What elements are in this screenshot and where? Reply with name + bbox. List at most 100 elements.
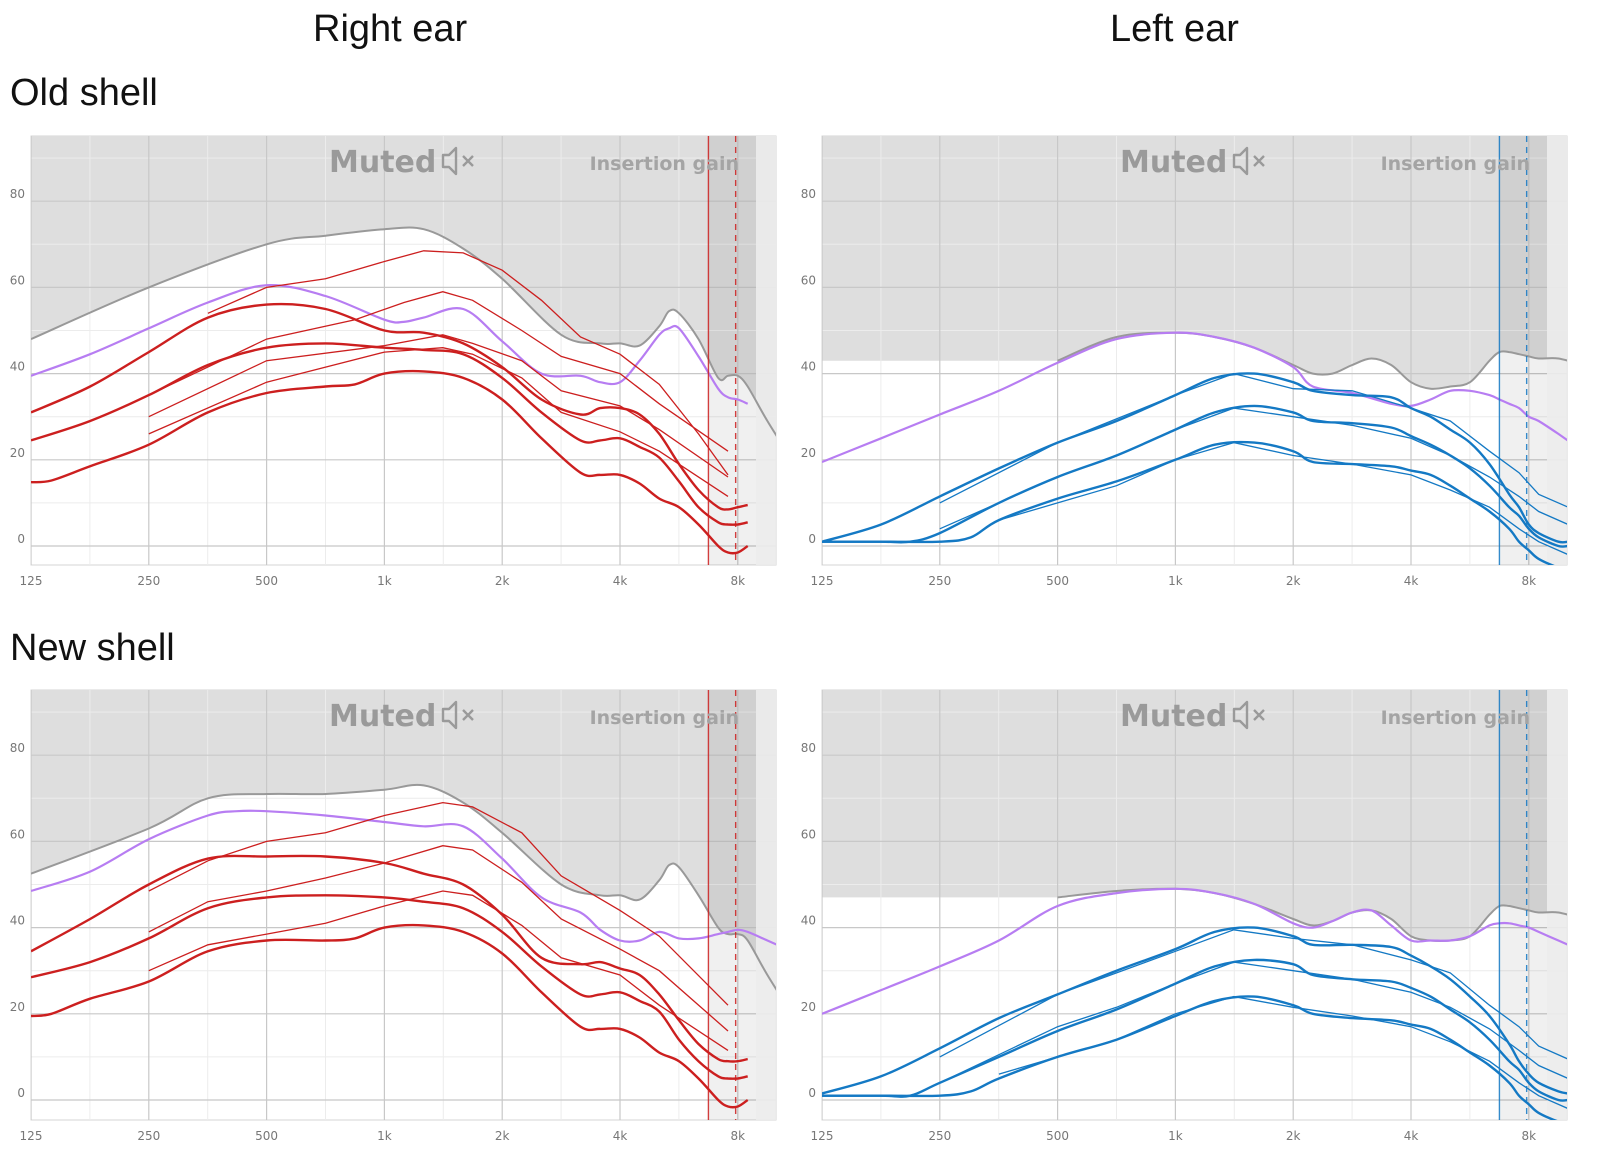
cutoff-overlay	[708, 136, 756, 565]
y-tick-label: 0	[808, 1086, 816, 1100]
limit-curve	[31, 809, 776, 946]
gain-curve-3	[822, 995, 1558, 1120]
plot-body	[822, 690, 1567, 1120]
speaker-icon	[441, 700, 458, 730]
limit-curve	[822, 331, 1567, 464]
y-tick-label: 80	[10, 187, 25, 201]
x-tick-label: 2k	[1286, 1129, 1301, 1143]
x-tick-label: 8k	[1522, 1129, 1537, 1143]
close-icon	[1253, 709, 1265, 721]
chart-panel-2: Muted Insertion gain 125 250 500 1k 2k 4k 8k 0 20 4…	[801, 135, 1568, 588]
gain-curve-3	[822, 440, 1555, 565]
x-tick-label: 250	[928, 1129, 951, 1143]
y-tick-label: 20	[10, 1000, 25, 1014]
out-of-range-band	[1547, 690, 1567, 1120]
target-line-3	[148, 890, 729, 1051]
y-tick-label: 20	[801, 1000, 816, 1014]
gain-curve-1	[822, 926, 1567, 1095]
x-tick-label: 8k	[731, 574, 746, 588]
x-tick-label: 8k	[1522, 574, 1537, 588]
gain-curve-2	[822, 958, 1567, 1102]
y-tick-label: 80	[10, 741, 25, 755]
x-tick-label: 4k	[1404, 1129, 1419, 1143]
target-line-2	[148, 334, 729, 478]
muted-region	[31, 690, 776, 989]
insertion-gain-label: Insertion gain	[1381, 153, 1530, 175]
speaker-muted-icon	[441, 146, 474, 176]
insertion-gain-label: Insertion gain	[590, 707, 739, 729]
y-tick-label: 0	[17, 532, 25, 546]
max-output-curve	[31, 783, 776, 991]
x-tick-label: 500	[255, 574, 278, 588]
y-tick-label: 0	[808, 532, 816, 546]
x-tick-label: 250	[137, 1129, 160, 1143]
new-shell-heading: New shell	[10, 627, 175, 669]
y-tick-label: 20	[801, 446, 816, 460]
x-tick-label: 250	[928, 574, 951, 588]
gain-curve-1	[31, 302, 748, 511]
y-tick-label: 80	[801, 741, 816, 755]
y-tick-label: 40	[10, 914, 25, 928]
target-line-1	[148, 291, 729, 452]
y-tick-label: 20	[10, 446, 25, 460]
target-line-4	[207, 250, 729, 476]
speaker-icon	[441, 146, 458, 176]
x-tick-label: 1k	[1168, 574, 1183, 588]
old-shell-heading: Old shell	[10, 72, 158, 114]
x-tick-label: 8k	[731, 1129, 746, 1143]
x-tick-label: 1k	[1168, 1129, 1183, 1143]
x-tick-label: 500	[1046, 574, 1069, 588]
x-tick-label: 2k	[495, 1129, 510, 1143]
x-tick-label: 125	[811, 574, 834, 588]
target-line-1	[939, 372, 1567, 508]
x-tick-label: 250	[137, 574, 160, 588]
muted-region	[822, 136, 1567, 389]
muted-label: Muted	[329, 699, 436, 734]
x-tick-label: 4k	[1404, 574, 1419, 588]
y-tick-label: 0	[17, 1086, 25, 1100]
cutoff-overlay	[708, 690, 756, 1120]
plot-body	[31, 136, 776, 565]
y-tick-label: 40	[801, 914, 816, 928]
y-tick-label: 40	[801, 360, 816, 374]
speaker-icon	[1232, 700, 1249, 730]
speaker-muted-icon	[1232, 146, 1265, 176]
gain-curve-3	[31, 923, 749, 1109]
x-tick-label: 2k	[495, 574, 510, 588]
insertion-gain-label: Insertion gain	[590, 153, 739, 175]
close-icon	[1253, 155, 1265, 167]
chart-panel-4: Muted Insertion gain 125 250 500 1k 2k 4k 8k 0 20 4…	[801, 689, 1568, 1143]
y-tick-label: 40	[10, 360, 25, 374]
limit-curve	[31, 284, 749, 405]
out-of-range-band	[1547, 136, 1567, 565]
x-tick-label: 125	[811, 1129, 834, 1143]
muted-region	[31, 136, 776, 435]
max-output-curve	[31, 226, 776, 437]
limit-curve	[822, 887, 1567, 1015]
gain-curve-2	[822, 404, 1567, 548]
muted-label: Muted	[329, 145, 436, 180]
gain-curve-1	[31, 854, 748, 1063]
x-tick-label: 4k	[613, 1129, 628, 1143]
muted-region	[822, 690, 1567, 942]
y-tick-label: 60	[10, 273, 25, 287]
close-icon	[462, 155, 474, 167]
x-tick-label: 4k	[613, 574, 628, 588]
target-line-2	[148, 845, 729, 1032]
target-line-3	[148, 347, 729, 497]
x-tick-label: 1k	[377, 574, 392, 588]
speaker-muted-icon	[441, 700, 474, 730]
target-line-1	[148, 801, 729, 1006]
left-ear-heading: Left ear	[1110, 8, 1239, 50]
x-tick-label: 2k	[1286, 574, 1301, 588]
y-tick-label: 60	[801, 827, 816, 841]
x-tick-label: 125	[20, 1129, 43, 1143]
x-tick-label: 125	[20, 574, 43, 588]
cutoff-overlay	[1499, 136, 1547, 565]
gain-curve-1	[822, 372, 1567, 544]
right-ear-heading: Right ear	[313, 8, 468, 50]
plot-body	[822, 136, 1567, 565]
x-tick-label: 500	[255, 1129, 278, 1143]
muted-label: Muted	[1120, 145, 1227, 180]
